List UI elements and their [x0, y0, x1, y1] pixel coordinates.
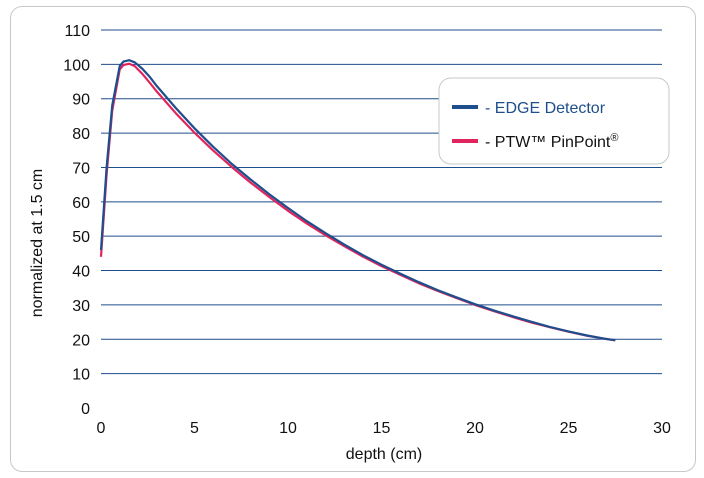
y-tick-label: 90 — [72, 92, 90, 109]
y-tick-label: 20 — [72, 332, 90, 349]
gridlines — [101, 29, 662, 375]
y-tick-labels: 0 10 20 30 40 50 60 70 80 90 100 110 — [63, 23, 90, 418]
legend: - EDGE Detector - PTW™ PinPoint® — [438, 77, 670, 165]
y-tick-label: 10 — [72, 367, 90, 384]
x-tick-label: 5 — [190, 420, 199, 437]
x-tick-label: 20 — [466, 420, 484, 437]
y-tick-label: 60 — [72, 195, 90, 212]
series-line-edge — [99, 59, 616, 342]
y-tick-label: 30 — [72, 298, 90, 315]
series-lines — [99, 59, 616, 342]
y-tick-label: 80 — [72, 126, 90, 143]
x-tick-label: 30 — [653, 420, 671, 437]
x-tick-label: 25 — [560, 420, 578, 437]
x-tick-labels: 0 5 10 15 20 25 30 — [97, 420, 671, 437]
y-tick-label: 40 — [72, 264, 90, 281]
legend-label-pinpoint: - PTW™ PinPoint® — [485, 132, 618, 151]
y-axis-label: normalized at 1.5 cm — [29, 169, 46, 318]
y-tick-label: 50 — [72, 229, 90, 246]
y-tick-label: 70 — [72, 160, 90, 177]
y-tick-label: 100 — [63, 57, 90, 74]
x-tick-label: 0 — [97, 420, 106, 437]
x-tick-label: 15 — [373, 420, 391, 437]
y-tick-label: 0 — [81, 401, 90, 418]
legend-label-pinpoint-registered: ® — [610, 132, 618, 144]
y-tick-label: 110 — [64, 23, 90, 40]
legend-label-edge: - EDGE Detector — [485, 100, 606, 117]
legend-label-pinpoint-text: - PTW™ PinPoint — [485, 134, 611, 151]
x-tick-label: 10 — [279, 420, 297, 437]
x-axis-label: depth (cm) — [346, 446, 422, 463]
legend-box — [438, 77, 670, 165]
